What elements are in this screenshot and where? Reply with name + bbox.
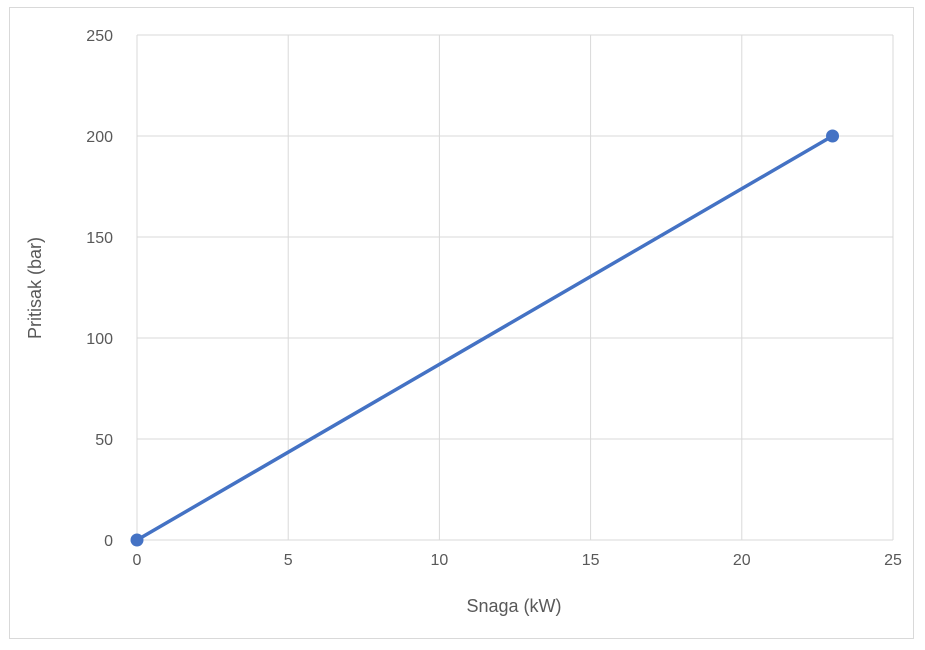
x-tick-label: 20 (733, 552, 751, 569)
y-tick-label: 0 (104, 533, 113, 550)
x-tick-label: 5 (284, 552, 293, 569)
x-axis-title: Snaga (kW) (466, 596, 561, 616)
series-layer (130, 129, 840, 547)
x-tick-label: 10 (431, 552, 449, 569)
y-axis-title: Pritisak (bar) (25, 237, 45, 339)
x-tick-label: 0 (133, 552, 142, 569)
x-tick-label: 15 (582, 552, 600, 569)
chart-area (9, 7, 914, 639)
data-point-marker (130, 533, 144, 547)
y-tick-label: 200 (86, 129, 113, 146)
series-line (135, 134, 835, 542)
x-tick-label: 25 (884, 552, 902, 569)
y-tick-label: 50 (95, 432, 113, 449)
y-tick-label: 150 (86, 230, 113, 247)
data-point-marker (826, 129, 840, 143)
y-tick-label: 100 (86, 331, 113, 348)
grid-layer (136, 34, 894, 541)
y-tick-label: 250 (86, 28, 113, 45)
